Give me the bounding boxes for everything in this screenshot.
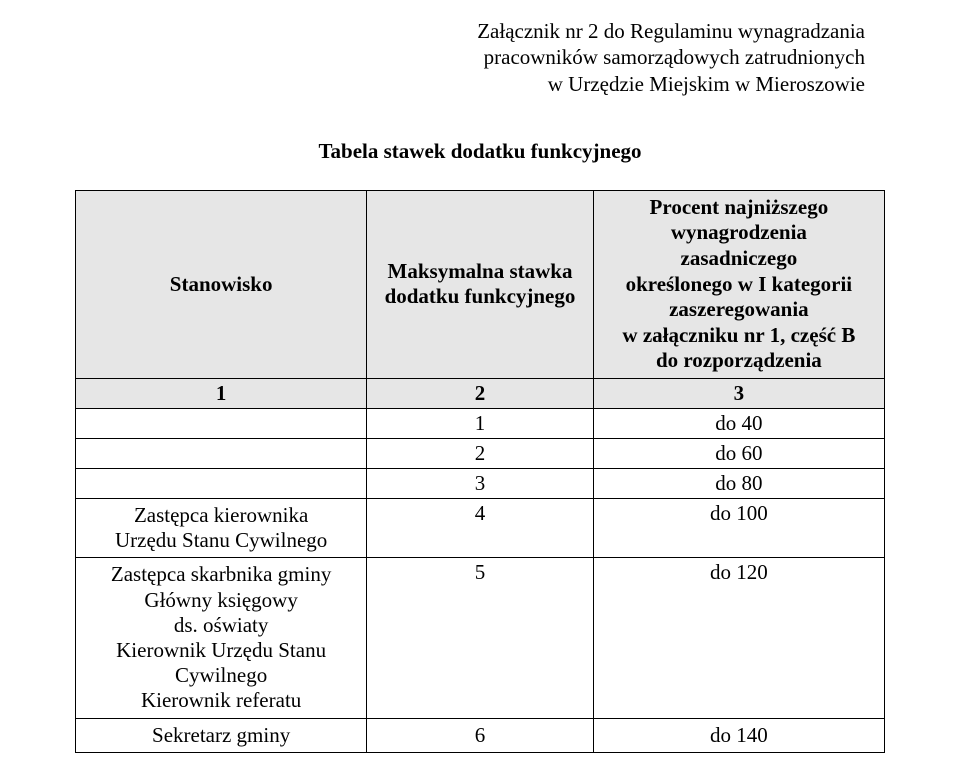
r4-line2: Urzędu Stanu Cywilnego <box>82 528 360 553</box>
cell-procent: do 40 <box>593 409 884 439</box>
r5-line2: Główny księgowy <box>82 588 360 613</box>
cell-stawka: 3 <box>367 469 594 499</box>
cell-label: Zastępca kierownika Urzędu Stanu Cywilne… <box>76 499 367 558</box>
r5-line5: Cywilnego <box>82 663 360 688</box>
table-row: 1 do 40 <box>76 409 885 439</box>
col-header-procent: Procent najniższego wynagrodzenia zasadn… <box>593 190 884 378</box>
col3-line5: zaszeregowania <box>602 297 876 323</box>
col3-line4: określonego w I kategorii <box>602 272 876 298</box>
table-title: Tabela stawek dodatku funkcyjnego <box>75 139 885 164</box>
col2-line1: Maksymalna stawka <box>373 259 587 284</box>
cell-procent: do 140 <box>593 718 884 752</box>
cell-stawka: 5 <box>367 558 594 718</box>
table-header-row: Stanowisko Maksymalna stawka dodatku fun… <box>76 190 885 378</box>
allowance-table: Stanowisko Maksymalna stawka dodatku fun… <box>75 190 885 753</box>
cell-label <box>76 409 367 439</box>
numcell-2: 2 <box>367 379 594 409</box>
cell-stawka: 4 <box>367 499 594 558</box>
col-header-stanowisko: Stanowisko <box>76 190 367 378</box>
attachment-header: Załącznik nr 2 do Regulaminu wynagradzan… <box>75 18 865 97</box>
table-row: Zastępca kierownika Urzędu Stanu Cywilne… <box>76 499 885 558</box>
header-line-2: pracowników samorządowych zatrudnionych <box>75 44 865 70</box>
table-number-row: 1 2 3 <box>76 379 885 409</box>
cell-procent: do 80 <box>593 469 884 499</box>
cell-procent: do 120 <box>593 558 884 718</box>
header-line-3: w Urzędzie Miejskim w Mieroszowie <box>75 71 865 97</box>
col3-line2: wynagrodzenia <box>602 220 876 246</box>
cell-label: Zastępca skarbnika gminy Główny księgowy… <box>76 558 367 718</box>
cell-procent: do 100 <box>593 499 884 558</box>
r5-line3: ds. oświaty <box>82 613 360 638</box>
numcell-3: 3 <box>593 379 884 409</box>
r5-line4: Kierownik Urzędu Stanu <box>82 638 360 663</box>
page: Załącznik nr 2 do Regulaminu wynagradzan… <box>0 0 960 778</box>
cell-label: Sekretarz gminy <box>76 718 367 752</box>
col2-line2: dodatku funkcyjnego <box>373 284 587 309</box>
table-row: 2 do 60 <box>76 439 885 469</box>
col-header-stawka: Maksymalna stawka dodatku funkcyjnego <box>367 190 594 378</box>
cell-procent: do 60 <box>593 439 884 469</box>
r4-line1: Zastępca kierownika <box>82 503 360 528</box>
table-row: 3 do 80 <box>76 469 885 499</box>
cell-label <box>76 469 367 499</box>
header-line-1: Załącznik nr 2 do Regulaminu wynagradzan… <box>75 18 865 44</box>
table-row: Zastępca skarbnika gminy Główny księgowy… <box>76 558 885 718</box>
r5-line1: Zastępca skarbnika gminy <box>82 562 360 587</box>
col3-line6: w załączniku nr 1, część B <box>602 323 876 349</box>
col3-line7: do rozporządzenia <box>602 348 876 374</box>
cell-stawka: 1 <box>367 409 594 439</box>
r5-line6: Kierownik referatu <box>82 688 360 713</box>
table-row: Sekretarz gminy 6 do 140 <box>76 718 885 752</box>
cell-stawka: 6 <box>367 718 594 752</box>
cell-stawka: 2 <box>367 439 594 469</box>
numcell-1: 1 <box>76 379 367 409</box>
col3-line3: zasadniczego <box>602 246 876 272</box>
cell-label <box>76 439 367 469</box>
col3-line1: Procent najniższego <box>602 195 876 221</box>
